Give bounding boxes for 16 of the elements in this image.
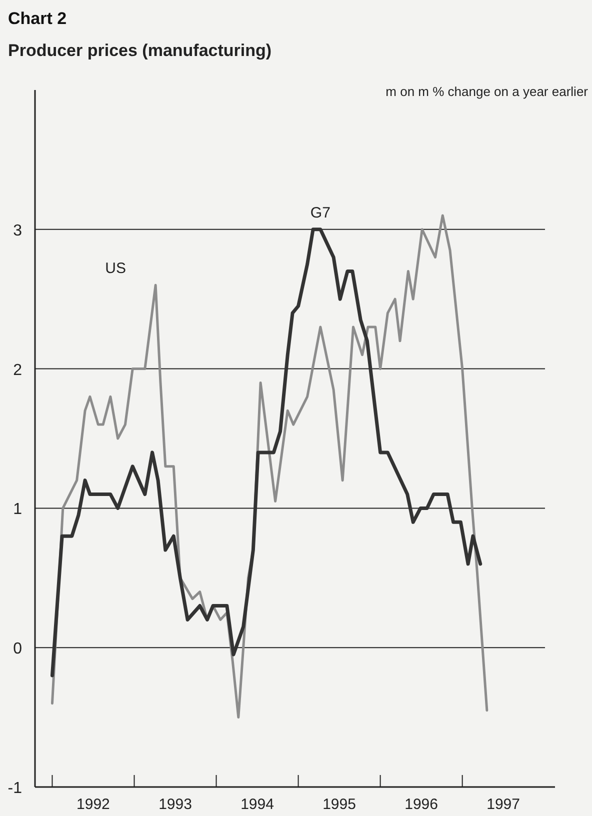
x-tick-label: 1994 — [240, 796, 274, 813]
y-tick-label: 1 — [13, 501, 22, 518]
x-tick-label: 1995 — [322, 796, 356, 813]
series-label: G7 — [310, 204, 330, 222]
chart-title: Chart 2 — [8, 9, 67, 28]
y-tick-label: 3 — [13, 222, 22, 240]
x-tick-label: 1996 — [404, 796, 438, 813]
y-tick-label: -1 — [8, 780, 22, 797]
chart-subtitle: Producer prices (manufacturing) — [8, 41, 272, 60]
y-tick-label: 0 — [13, 640, 22, 658]
y-axis-title: m on m % change on a year earlier — [386, 84, 589, 99]
text: US — [105, 260, 126, 278]
x-tick-label: 1993 — [158, 796, 192, 813]
y-tick-label: 2 — [13, 362, 22, 379]
x-tick-label: 1997 — [486, 796, 520, 813]
x-tick-label: 1992 — [76, 796, 110, 813]
